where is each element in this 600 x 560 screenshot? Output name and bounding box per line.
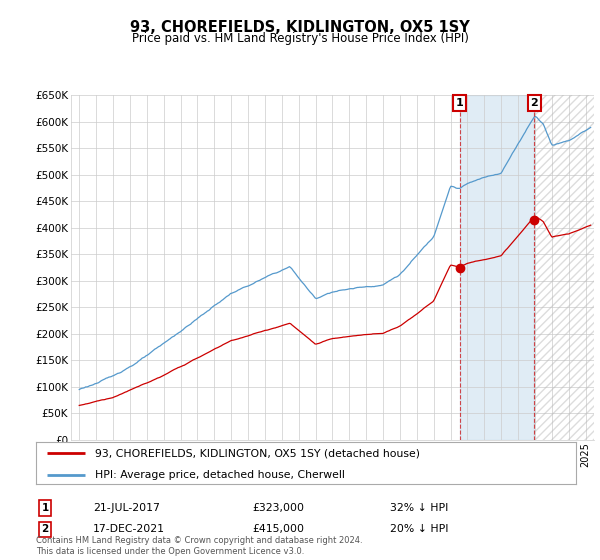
Bar: [534, 95, 594, 440]
Text: 1: 1: [456, 98, 464, 108]
Text: Price paid vs. HM Land Registry's House Price Index (HPI): Price paid vs. HM Land Registry's House …: [131, 32, 469, 45]
Text: HPI: Average price, detached house, Cherwell: HPI: Average price, detached house, Cher…: [95, 470, 345, 480]
Text: £415,000: £415,000: [252, 524, 304, 534]
Text: 2: 2: [530, 98, 538, 108]
Text: Contains HM Land Registry data © Crown copyright and database right 2024.
This d: Contains HM Land Registry data © Crown c…: [36, 536, 362, 556]
Text: 2: 2: [41, 524, 49, 534]
Text: 17-DEC-2021: 17-DEC-2021: [93, 524, 165, 534]
Bar: [460, 95, 534, 440]
Text: 93, CHOREFIELDS, KIDLINGTON, OX5 1SY: 93, CHOREFIELDS, KIDLINGTON, OX5 1SY: [130, 20, 470, 35]
Text: 32% ↓ HPI: 32% ↓ HPI: [390, 503, 448, 513]
Text: £323,000: £323,000: [252, 503, 304, 513]
Text: 1: 1: [41, 503, 49, 513]
Text: 93, CHOREFIELDS, KIDLINGTON, OX5 1SY (detached house): 93, CHOREFIELDS, KIDLINGTON, OX5 1SY (de…: [95, 449, 421, 458]
Text: 21-JUL-2017: 21-JUL-2017: [93, 503, 160, 513]
Bar: [534, 95, 594, 440]
Text: 20% ↓ HPI: 20% ↓ HPI: [390, 524, 449, 534]
